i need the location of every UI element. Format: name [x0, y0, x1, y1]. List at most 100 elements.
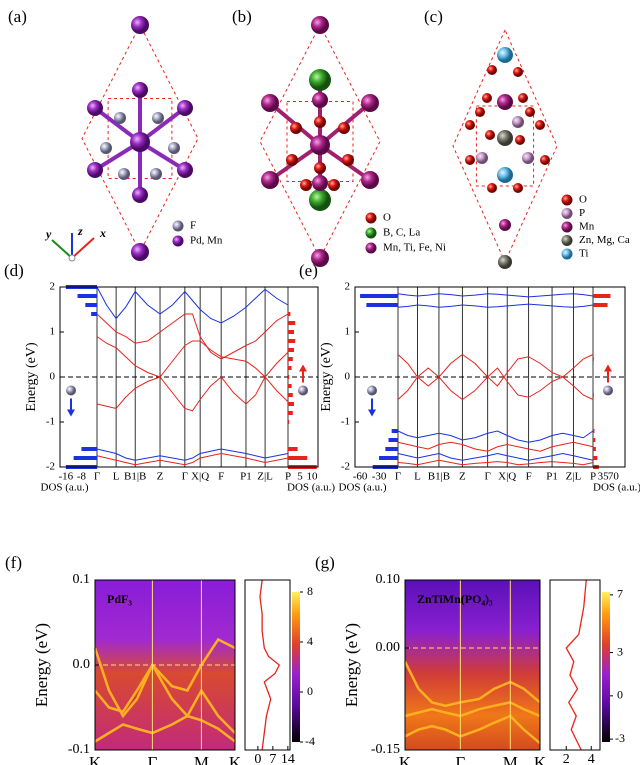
y-axis-label: Energy (eV) — [32, 623, 51, 707]
atom — [309, 69, 331, 91]
dos-tick-label: 10 — [307, 471, 319, 483]
atom — [328, 179, 340, 191]
colorbar — [292, 592, 300, 742]
atom — [482, 93, 492, 103]
atom — [312, 92, 328, 108]
y-tick-label: 0.1 — [73, 572, 91, 587]
y-tick-label: -2 — [46, 461, 55, 473]
dos-tick-label: -8 — [77, 471, 87, 483]
x-tick-label: K — [534, 753, 547, 765]
spectral-band — [404, 714, 541, 745]
dos-tick-label: 5 — [297, 471, 303, 483]
x-tick-label: Z|L — [566, 471, 582, 483]
plot-frame — [94, 579, 236, 751]
atom — [512, 116, 524, 128]
band — [96, 336, 289, 403]
spectral-band — [94, 714, 236, 743]
atom — [497, 94, 513, 110]
x-tick-label: Γ — [455, 753, 465, 765]
x-tick-label: Z — [157, 471, 164, 483]
x-tick-label: Γ — [182, 471, 188, 483]
spin-ball — [66, 385, 76, 396]
colorbar — [602, 592, 610, 742]
x-tick-label: P1 — [546, 471, 558, 483]
unit-cell — [286, 101, 354, 182]
atom — [132, 82, 148, 98]
dos-tick-label: 14 — [281, 752, 295, 765]
atom — [311, 249, 329, 267]
spectral-band — [403, 661, 541, 708]
atom — [261, 171, 279, 189]
spin-ball — [603, 385, 613, 396]
atom — [540, 155, 550, 165]
legend-label: O — [383, 212, 391, 224]
dos-label: DOS (a.u.) — [339, 482, 387, 494]
atom — [130, 132, 150, 152]
axis-arrow — [71, 237, 95, 259]
atom — [150, 168, 162, 180]
axis-label: z — [77, 224, 83, 238]
atom — [172, 235, 184, 247]
x-tick-label: P1 — [240, 471, 252, 483]
atom — [177, 100, 193, 116]
band — [397, 303, 594, 308]
atom — [314, 162, 326, 174]
dos-tick-label: -16 — [59, 471, 74, 483]
atom — [365, 212, 377, 224]
axis-label: x — [99, 226, 106, 240]
legend-label: Pd, Mn — [190, 235, 223, 247]
atom — [300, 179, 312, 191]
dos-tick-label: 2 — [563, 752, 570, 765]
y-tick-label: -2 — [341, 461, 350, 473]
atom — [465, 155, 475, 165]
panel-label: (e) — [299, 261, 318, 280]
colorbar-tick-label: 0 — [617, 688, 623, 702]
spin-arrow-head — [67, 409, 75, 417]
x-tick-label: Γ — [395, 471, 401, 483]
dos-tick-label: 0 — [254, 752, 261, 765]
atom — [499, 219, 511, 231]
atom — [561, 235, 573, 246]
x-tick-label: F — [526, 471, 532, 483]
atom — [314, 116, 326, 128]
colorbar-tick-label: 7 — [617, 587, 623, 601]
y-tick-label: -0.15 — [371, 742, 400, 757]
dos-tick-label: 7 — [269, 752, 276, 765]
band — [96, 313, 289, 360]
atom — [100, 142, 112, 154]
atom — [487, 183, 497, 193]
atom — [515, 135, 525, 145]
dos-label: DOS (a.u.) — [287, 482, 335, 494]
x-tick-label: L — [414, 471, 421, 483]
y-axis-label: Energy (eV) — [319, 342, 334, 412]
atom — [310, 135, 330, 155]
atom — [361, 94, 379, 112]
legend-label: Mn, Ti, Fe, Ni — [383, 242, 446, 254]
atom — [497, 47, 513, 63]
atom — [168, 142, 180, 154]
atom — [131, 243, 149, 261]
atom — [286, 154, 298, 166]
atom — [497, 167, 513, 183]
x-tick-label: Z|L — [257, 471, 273, 483]
spin-arrow-head — [604, 364, 612, 372]
colorbar-tick-label: -4 — [305, 734, 315, 748]
dos-tick-label: -30 — [372, 471, 387, 483]
atom — [498, 255, 512, 269]
spin-arrow-head — [368, 409, 376, 417]
spectral-band — [94, 637, 236, 714]
atom — [261, 94, 279, 112]
colorbar-tick-label: 8 — [307, 584, 313, 598]
atom — [114, 112, 126, 124]
panel-label: (b) — [232, 7, 252, 26]
panel-label: (f) — [5, 553, 22, 572]
band — [96, 452, 289, 466]
atom — [87, 162, 103, 178]
legend-label: O — [579, 194, 587, 206]
dos-frame — [549, 579, 601, 751]
x-tick-label: P — [285, 471, 291, 483]
legend-label: Mn — [579, 221, 595, 233]
panel-label: (g) — [315, 553, 335, 572]
x-tick-label: K — [229, 753, 242, 765]
atom — [485, 130, 495, 140]
